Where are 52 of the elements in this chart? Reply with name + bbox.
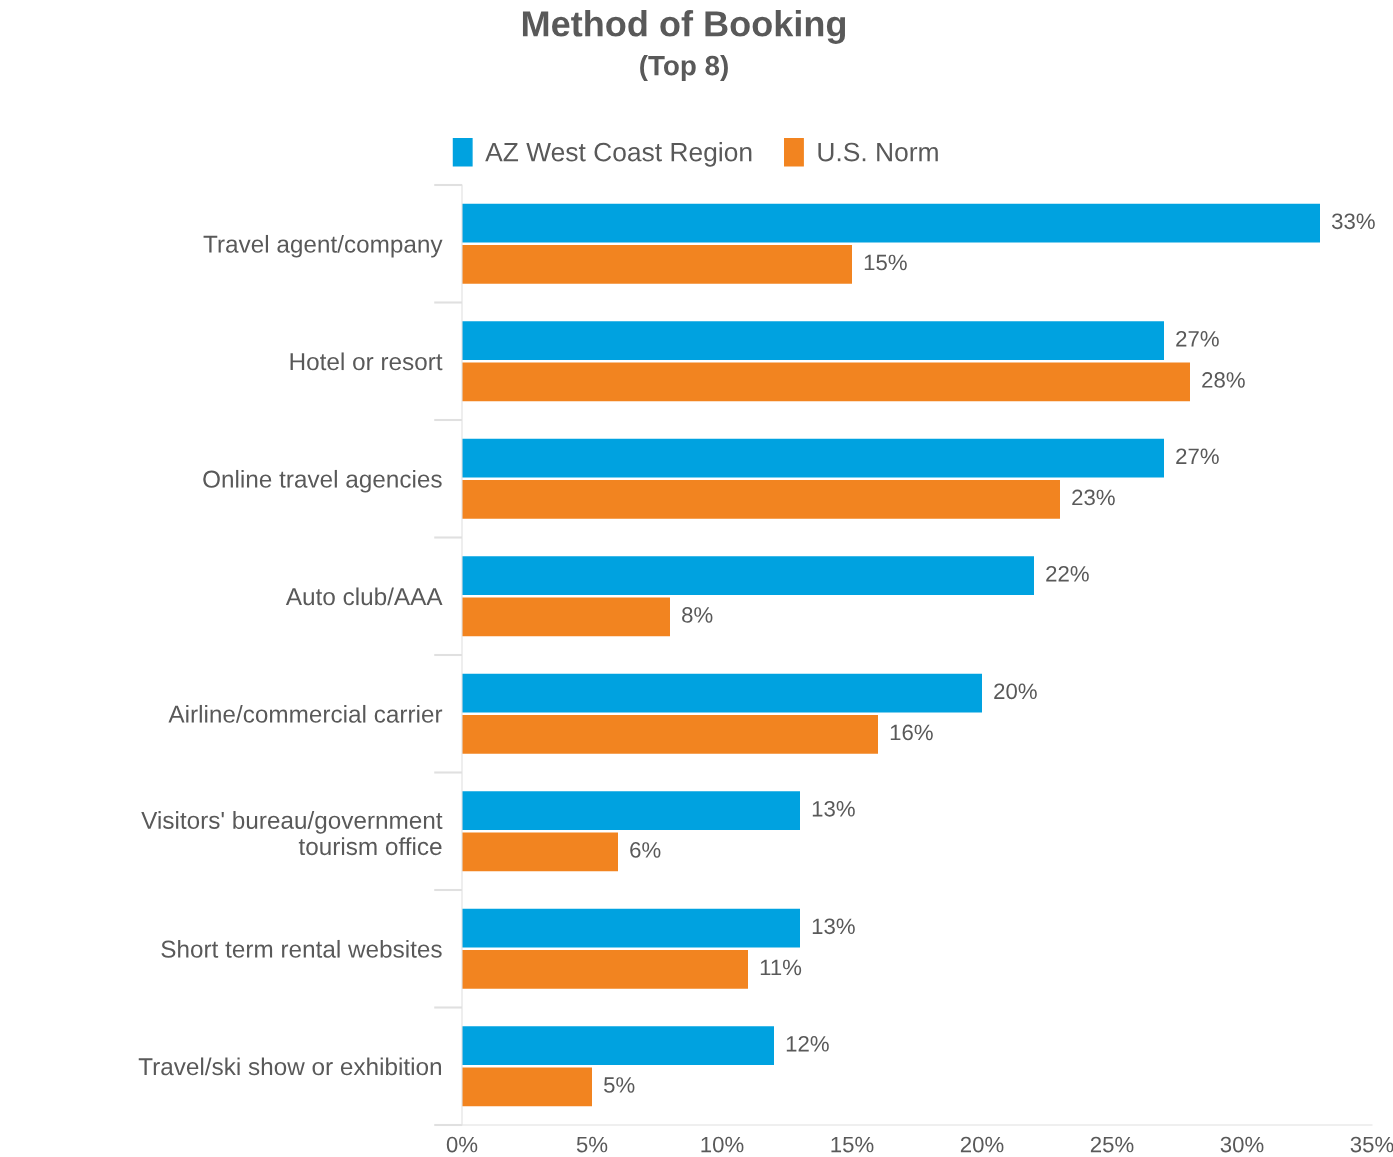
y-tick-label: Auto club/AAA: [285, 587, 443, 606]
bar: [462, 438, 1164, 478]
chart-subtitle: (Top 8): [640, 55, 728, 81]
bar: [462, 321, 1164, 361]
bar: [462, 556, 1034, 596]
data-label: 15%: [864, 254, 907, 271]
data-label: 16%: [890, 724, 933, 741]
data-label: 28%: [1202, 372, 1245, 388]
bar: [462, 1067, 592, 1107]
bar: [462, 949, 748, 989]
x-tick-label: 35%: [1350, 1136, 1393, 1153]
data-label: 8%: [682, 607, 713, 623]
bar: [462, 479, 1060, 519]
bar: [462, 1026, 774, 1066]
x-tick-label: 10%: [701, 1136, 744, 1153]
data-label: 11%: [760, 959, 802, 976]
x-tick-label: 0%: [446, 1136, 478, 1153]
bar: [462, 673, 982, 713]
data-label: 33%: [1331, 213, 1375, 230]
y-tick-label: Visitors' bureau/government tourism office: [141, 811, 443, 856]
data-label: 5%: [604, 1077, 635, 1093]
data-label: 13%: [812, 800, 855, 817]
y-tick-label: Online travel agencies: [203, 469, 442, 493]
bar: [462, 203, 1320, 243]
chart-title: Method of Booking: [522, 10, 846, 44]
y-tick-label: Short term rental websites: [161, 939, 442, 958]
y-tick-label: Travel agent/company: [203, 234, 443, 258]
bar: [462, 714, 878, 754]
data-label: 12%: [786, 1035, 829, 1052]
bar: [462, 832, 618, 872]
data-label: 23%: [1072, 489, 1115, 506]
legend-label: U.S. Norm: [818, 142, 938, 162]
y-tick-label: Hotel or resort: [290, 352, 443, 371]
data-label: 20%: [994, 683, 1037, 700]
bar: [462, 597, 670, 637]
x-tick-label: 20%: [960, 1136, 1004, 1153]
x-tick-label: 15%: [831, 1136, 874, 1153]
y-tick-label: Airline/commercial carrier: [168, 704, 443, 723]
x-tick-label: 5%: [576, 1136, 608, 1153]
bar: [462, 908, 800, 948]
x-tick-label: 25%: [1090, 1136, 1134, 1153]
bar: [462, 244, 852, 284]
data-label: 22%: [1046, 565, 1089, 582]
x-tick-label: 30%: [1220, 1136, 1264, 1153]
bar: [462, 791, 800, 831]
data-label: 13%: [812, 918, 855, 935]
y-tick-label: Travel/ski show or exhibition: [138, 1057, 441, 1076]
data-label: 27%: [1176, 448, 1219, 465]
legend-label: AZ West Coast Region: [485, 142, 752, 167]
data-label: 27%: [1176, 330, 1219, 347]
bar: [462, 362, 1190, 402]
data-label: 6%: [630, 842, 661, 858]
